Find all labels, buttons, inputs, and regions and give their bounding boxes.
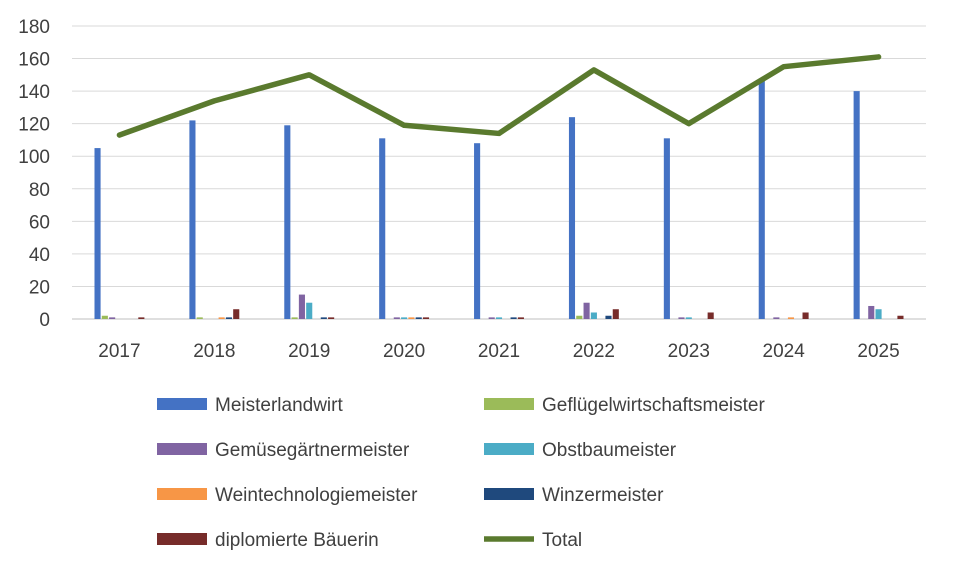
x-tick-label: 2020 [383, 341, 425, 362]
y-tick-label: 0 [39, 310, 50, 331]
bar [109, 317, 116, 319]
bar [408, 317, 415, 319]
bar [415, 317, 422, 319]
x-tick-label: 2024 [763, 341, 806, 362]
legend-swatch [484, 443, 534, 455]
y-axis-ticks: 0 20 40 60 80 100 120 140 160 180 [18, 17, 50, 331]
bar [218, 317, 225, 319]
legend-label: Meisterlandwirt [215, 395, 343, 416]
bar [568, 117, 576, 320]
bar [868, 305, 875, 319]
legend-swatch [157, 398, 207, 410]
bar [853, 91, 860, 319]
legend-label: Geflügelwirtschaftsmeister [542, 395, 765, 416]
total-line [116, 54, 882, 138]
bar [298, 294, 305, 319]
x-tick-label: 2017 [98, 341, 140, 362]
x-tick-label: 2022 [573, 341, 615, 362]
x-axis-ticks: 2017 2018 2019 2020 2021 2022 2023 2024 2025 [98, 341, 899, 362]
legend-label: diplomierte Bäuerin [215, 530, 379, 551]
bar [422, 317, 430, 319]
legend-swatch [157, 443, 207, 455]
y-tick-label: 40 [29, 245, 50, 266]
legend-label: Winzermeister [542, 485, 664, 506]
y-tick-label: 180 [18, 17, 50, 38]
y-tick-label: 140 [18, 82, 50, 103]
legend-label: Total [542, 530, 582, 551]
y-tick-label: 160 [18, 50, 50, 71]
bar [138, 317, 145, 319]
bar [576, 315, 583, 319]
x-tick-label: 2021 [478, 341, 520, 362]
bar [233, 309, 240, 319]
bar [685, 317, 692, 319]
bar [328, 317, 335, 319]
bar [284, 125, 291, 320]
y-tick-label: 120 [18, 115, 50, 136]
bar [612, 309, 619, 319]
bar [495, 317, 503, 319]
bar [590, 312, 597, 319]
bar [787, 317, 795, 319]
bar [707, 312, 714, 319]
x-tick-label: 2018 [193, 341, 235, 362]
bar [663, 138, 670, 319]
legend-swatch [484, 398, 534, 410]
bar [474, 143, 481, 319]
bar [196, 317, 203, 319]
bar [517, 317, 524, 319]
y-tick-label: 20 [29, 277, 50, 298]
y-tick-label: 80 [29, 180, 50, 201]
legend-label: Weintechnologiemeister [215, 485, 418, 506]
bar [802, 312, 809, 319]
bar [678, 317, 685, 319]
legend-swatch [157, 533, 207, 545]
bar [758, 79, 765, 319]
bar-series [94, 79, 904, 320]
legend-swatch [157, 488, 207, 500]
bar [291, 317, 298, 319]
bar [94, 148, 101, 319]
bar [101, 315, 108, 319]
x-tick-label: 2025 [857, 341, 899, 362]
y-tick-label: 60 [29, 212, 50, 233]
bar [510, 317, 517, 319]
bar [773, 317, 780, 319]
bar [401, 317, 408, 319]
bar [379, 138, 386, 319]
legend-label: Gemüsegärtnermeister [215, 440, 410, 461]
gridlines [72, 25, 926, 320]
bar [320, 317, 327, 319]
x-tick-label: 2019 [288, 341, 330, 362]
total-line-series [116, 54, 882, 138]
legend-swatch [484, 488, 534, 500]
bar [605, 315, 612, 319]
y-tick-label: 100 [18, 147, 50, 168]
bar [189, 120, 196, 320]
legend-label: Obstbaumeister [542, 440, 677, 461]
bar [897, 315, 904, 319]
bar [583, 302, 590, 319]
bar [306, 302, 313, 319]
bar [225, 317, 232, 319]
x-tick-label: 2023 [668, 341, 710, 362]
bar [875, 309, 882, 319]
legend: Meisterlandwirt Geflügelwirtschaftsmeiste… [157, 395, 765, 551]
bar [393, 317, 400, 319]
bar [488, 317, 495, 319]
